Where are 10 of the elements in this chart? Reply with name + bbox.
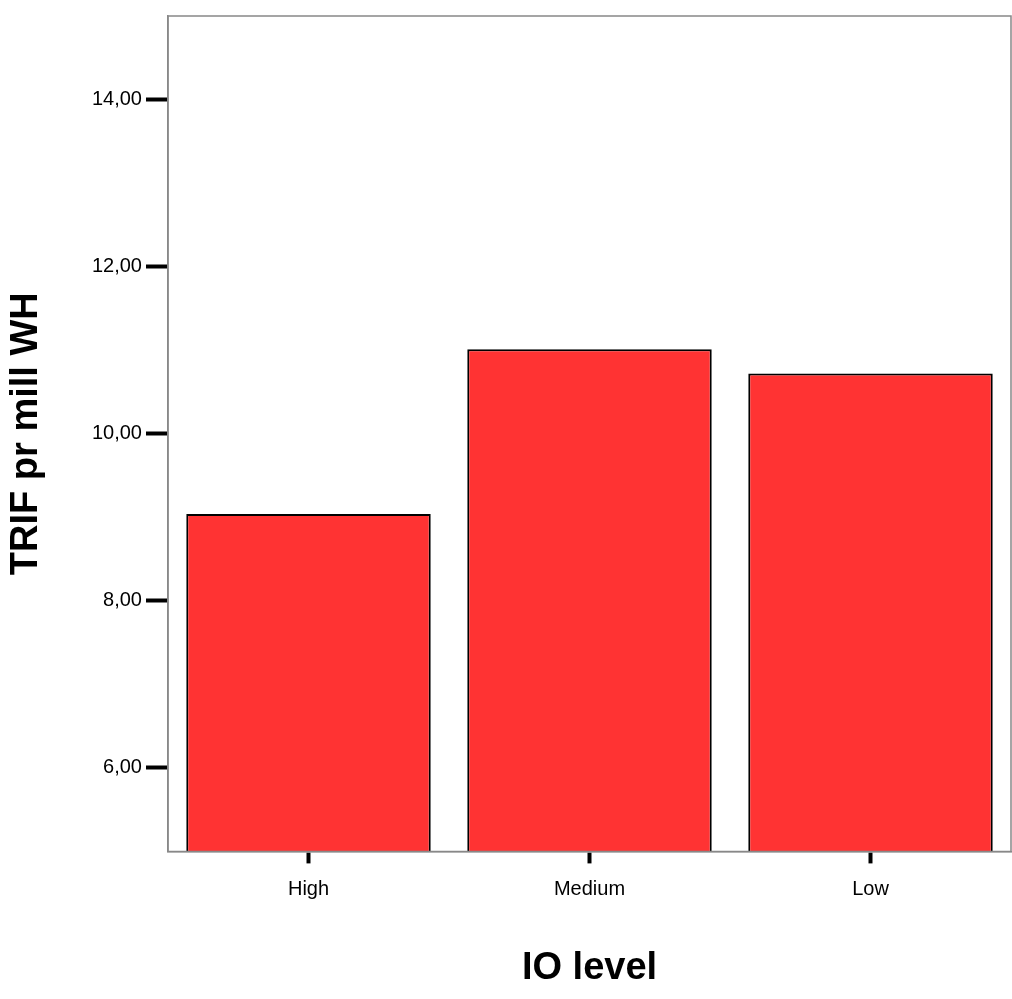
x-tick-label: Low bbox=[852, 876, 890, 899]
x-tick-label: Medium bbox=[553, 876, 626, 899]
y-tick-label: 12,00 bbox=[91, 254, 142, 277]
x-tick-label: High bbox=[287, 876, 330, 899]
y-axis-title: TRIF pr mill WH bbox=[3, 292, 46, 576]
x-axis-title: IO level bbox=[521, 944, 658, 987]
y-tick-label: 10,00 bbox=[91, 421, 142, 444]
y-tick-label: 8,00 bbox=[103, 588, 142, 611]
y-tick-label: 14,00 bbox=[91, 87, 142, 110]
y-tick-label: 6,00 bbox=[103, 755, 142, 778]
